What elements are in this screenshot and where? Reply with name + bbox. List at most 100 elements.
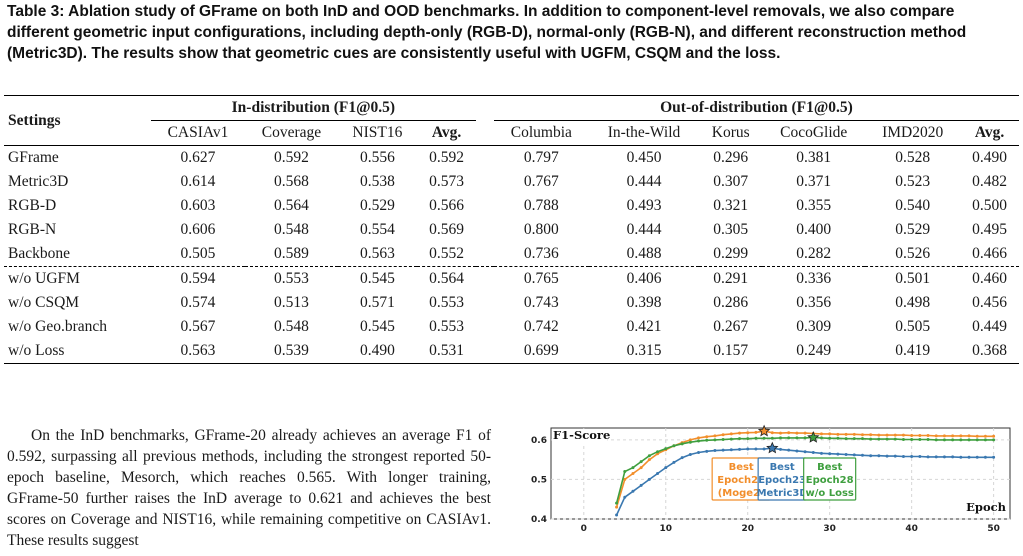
data-point: [754, 430, 758, 434]
best-epoch-star-marker: [807, 430, 820, 443]
table-cell: 0.571: [359, 294, 395, 311]
data-point: [779, 447, 782, 451]
table-cell: 0.291: [713, 270, 749, 287]
data-point: [852, 453, 856, 457]
table-cell: 0.267: [713, 318, 749, 335]
data-point: [664, 466, 668, 470]
table-caption: Table 3: Ablation study of GFrame on bot…: [7, 3, 967, 62]
table-cell: 0.540: [895, 197, 931, 214]
data-point: [959, 455, 963, 459]
best-epoch-star-marker: [766, 441, 779, 454]
annotation-text: Metric3D: [757, 488, 808, 499]
cell-gap: [476, 315, 494, 339]
row-setting-label: RGB-D: [8, 197, 57, 214]
table-cell: 0.450: [626, 149, 662, 166]
data-point: [967, 434, 971, 438]
table-cell: 0.548: [274, 221, 309, 238]
row-setting-label: GFrame: [8, 149, 59, 166]
table-cell: 0.421: [626, 318, 662, 335]
data-point: [779, 436, 782, 440]
ablation-table: Settings In-distribution (F1@0.5) Out-of…: [4, 95, 1019, 364]
ind-group-header: In-distribution (F1@0.5): [150, 95, 476, 121]
data-point: [762, 436, 766, 440]
table-cell: 0.627: [180, 149, 216, 166]
table-cell: 0.282: [762, 242, 866, 267]
data-point: [738, 431, 742, 435]
data-point: [672, 444, 676, 448]
data-point: [721, 433, 725, 437]
data-point: [926, 437, 930, 441]
table-column-header-row: CASIAv1 Coverage NIST16 Avg. Columbia In-the-…: [4, 120, 1019, 146]
data-point: [721, 437, 725, 441]
data-point: [918, 434, 922, 438]
table-cell: 0.466: [960, 242, 1019, 267]
data-point: [967, 438, 971, 442]
table-cell: 0.592: [274, 149, 309, 166]
table-cell: 0.490: [337, 339, 418, 364]
data-point: [623, 470, 627, 474]
data-point: [934, 434, 938, 438]
table-cell: 0.444: [626, 173, 662, 190]
cell-gap: [476, 146, 494, 171]
data-point: [615, 505, 619, 509]
table-cell: 0.614: [180, 173, 216, 190]
data-point: [647, 454, 651, 458]
table-cell: 0.563: [150, 339, 246, 364]
data-point: [795, 449, 799, 453]
data-point: [656, 472, 660, 475]
table-group-header-row: Settings In-distribution (F1@0.5) Out-of…: [4, 95, 1019, 146]
table-cell: 0.406: [626, 270, 662, 287]
column-header-ood-3: CocoGlide: [762, 120, 866, 146]
data-point: [688, 438, 692, 442]
data-point: [729, 448, 733, 452]
data-point: [746, 437, 750, 441]
data-point: [869, 454, 873, 458]
annotation-text: Best: [729, 462, 754, 473]
table-row: w/o CSQM 0.574 0.513 0.571 0.553 0.743 0.398 0.…: [4, 291, 1019, 315]
data-point: [647, 458, 651, 462]
x-axis-label: Epoch: [966, 500, 1006, 514]
cell-gap: [476, 194, 494, 218]
row-setting-label: w/o UGFM: [8, 270, 80, 287]
data-point: [942, 455, 946, 459]
data-point: [992, 455, 996, 459]
x-tick-label: 50: [987, 524, 1000, 534]
data-point: [713, 434, 717, 438]
table-cell: 0.505: [895, 318, 931, 335]
data-point: [852, 432, 856, 436]
cell-gap: [476, 267, 494, 292]
data-point: [893, 437, 897, 441]
data-point: [656, 450, 660, 454]
table-cell: 0.548: [274, 318, 309, 335]
data-point: [697, 436, 701, 440]
data-point: [918, 437, 922, 441]
data-point: [959, 434, 963, 438]
table-cell: 0.482: [972, 173, 1007, 190]
y-axis-label: F1-Score: [553, 428, 610, 442]
table-cell: 0.553: [429, 294, 464, 311]
data-point: [672, 460, 676, 464]
table-row: w/o Loss 0.563 0.539 0.490 0.531 0.699 0.315 0.…: [4, 339, 1019, 364]
data-point: [639, 460, 643, 464]
data-point: [738, 437, 742, 441]
annotation-text: Best: [770, 462, 795, 473]
column-header-ind-2: NIST16: [337, 120, 418, 146]
table-cell: 0.592: [429, 149, 464, 166]
data-point: [795, 431, 799, 435]
column-header-ood-1: In-the-Wild: [588, 120, 700, 146]
x-tick-label: 10: [659, 524, 672, 534]
y-tick-label: 0.4: [531, 515, 547, 525]
data-point: [893, 433, 897, 437]
data-point: [811, 451, 815, 455]
data-point: [975, 438, 979, 442]
data-point: [910, 437, 914, 441]
table-cell: 0.381: [796, 149, 832, 166]
table-cell: 0.336: [796, 270, 832, 287]
data-point: [631, 489, 635, 493]
data-point: [942, 438, 946, 442]
annotation-text: Epoch28: [806, 475, 854, 486]
table-cell: 0.321: [713, 197, 749, 214]
data-point: [647, 477, 651, 481]
table-cell: 0.368: [960, 339, 1019, 364]
table-cell: 0.400: [796, 221, 832, 238]
